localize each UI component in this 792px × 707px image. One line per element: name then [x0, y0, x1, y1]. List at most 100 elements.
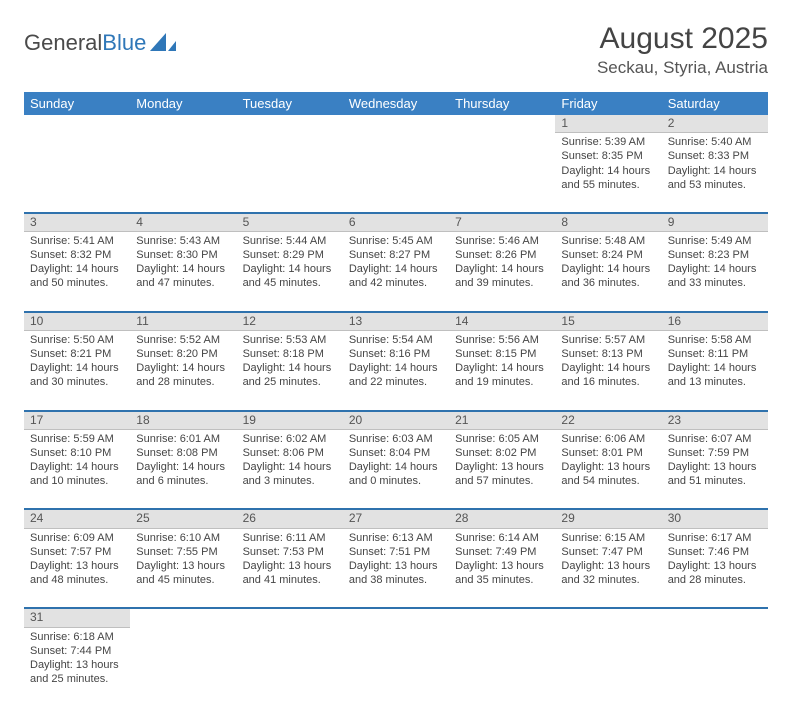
daylight-text: Daylight: 14 hours and 19 minutes. [455, 361, 549, 389]
day-number-cell: 29 [555, 509, 661, 528]
sunrise-text: Sunrise: 6:11 AM [243, 531, 337, 545]
logo-text-2: Blue [102, 30, 146, 56]
daylight-text: Daylight: 14 hours and 30 minutes. [30, 361, 124, 389]
daylight-text: Daylight: 14 hours and 47 minutes. [136, 262, 230, 290]
sunset-text: Sunset: 8:26 PM [455, 248, 549, 262]
sunset-text: Sunset: 8:33 PM [668, 149, 762, 163]
sunset-text: Sunset: 7:44 PM [30, 644, 124, 658]
sunset-text: Sunset: 8:13 PM [561, 347, 655, 361]
sunset-text: Sunset: 7:49 PM [455, 545, 549, 559]
sunrise-text: Sunrise: 6:09 AM [30, 531, 124, 545]
daylight-text: Daylight: 14 hours and 0 minutes. [349, 460, 443, 488]
day-number-row: 24252627282930 [24, 509, 768, 528]
daylight-text: Daylight: 13 hours and 54 minutes. [561, 460, 655, 488]
sunrise-text: Sunrise: 5:59 AM [30, 432, 124, 446]
day-number-cell: 24 [24, 509, 130, 528]
weekday-header: Friday [555, 92, 661, 115]
header: GeneralBlue August 2025 Seckau, Styria, … [24, 22, 768, 78]
day-data-cell: Sunrise: 6:18 AMSunset: 7:44 PMDaylight:… [24, 627, 130, 707]
day-data-cell: Sunrise: 6:07 AMSunset: 7:59 PMDaylight:… [662, 429, 768, 509]
logo: GeneralBlue [24, 22, 176, 56]
sunset-text: Sunset: 7:59 PM [668, 446, 762, 460]
sunset-text: Sunset: 8:18 PM [243, 347, 337, 361]
day-number-cell [237, 115, 343, 133]
day-data-cell [343, 627, 449, 707]
day-data-cell: Sunrise: 5:53 AMSunset: 8:18 PMDaylight:… [237, 331, 343, 411]
title-block: August 2025 Seckau, Styria, Austria [597, 22, 768, 78]
day-number-cell: 8 [555, 213, 661, 232]
daylight-text: Daylight: 13 hours and 25 minutes. [30, 658, 124, 686]
sunrise-text: Sunrise: 6:06 AM [561, 432, 655, 446]
day-data-cell: Sunrise: 6:01 AMSunset: 8:08 PMDaylight:… [130, 429, 236, 509]
sunrise-text: Sunrise: 5:41 AM [30, 234, 124, 248]
sunrise-text: Sunrise: 5:39 AM [561, 135, 655, 149]
sunset-text: Sunset: 8:29 PM [243, 248, 337, 262]
sunset-text: Sunset: 8:30 PM [136, 248, 230, 262]
day-data-cell [555, 627, 661, 707]
daylight-text: Daylight: 13 hours and 45 minutes. [136, 559, 230, 587]
weekday-header: Thursday [449, 92, 555, 115]
sunset-text: Sunset: 8:08 PM [136, 446, 230, 460]
sunrise-text: Sunrise: 5:52 AM [136, 333, 230, 347]
day-data-row: Sunrise: 6:18 AMSunset: 7:44 PMDaylight:… [24, 627, 768, 707]
sunrise-text: Sunrise: 5:44 AM [243, 234, 337, 248]
weekday-header: Sunday [24, 92, 130, 115]
sunrise-text: Sunrise: 6:01 AM [136, 432, 230, 446]
sunset-text: Sunset: 7:57 PM [30, 545, 124, 559]
day-number-cell: 23 [662, 411, 768, 430]
day-number-cell: 17 [24, 411, 130, 430]
sunset-text: Sunset: 8:10 PM [30, 446, 124, 460]
daylight-text: Daylight: 14 hours and 13 minutes. [668, 361, 762, 389]
sunset-text: Sunset: 8:27 PM [349, 248, 443, 262]
daylight-text: Daylight: 13 hours and 35 minutes. [455, 559, 549, 587]
logo-sail-icon [150, 33, 176, 53]
daylight-text: Daylight: 14 hours and 25 minutes. [243, 361, 337, 389]
day-data-cell: Sunrise: 5:56 AMSunset: 8:15 PMDaylight:… [449, 331, 555, 411]
sunset-text: Sunset: 8:35 PM [561, 149, 655, 163]
day-data-cell [449, 627, 555, 707]
day-number-cell: 30 [662, 509, 768, 528]
daylight-text: Daylight: 13 hours and 41 minutes. [243, 559, 337, 587]
daylight-text: Daylight: 13 hours and 38 minutes. [349, 559, 443, 587]
day-number-cell: 3 [24, 213, 130, 232]
sunset-text: Sunset: 7:46 PM [668, 545, 762, 559]
day-number-cell [449, 608, 555, 627]
day-number-cell [343, 608, 449, 627]
sunrise-text: Sunrise: 5:56 AM [455, 333, 549, 347]
sunrise-text: Sunrise: 6:13 AM [349, 531, 443, 545]
sunset-text: Sunset: 7:51 PM [349, 545, 443, 559]
day-number-cell [343, 115, 449, 133]
sunrise-text: Sunrise: 5:57 AM [561, 333, 655, 347]
daylight-text: Daylight: 13 hours and 51 minutes. [668, 460, 762, 488]
day-data-cell: Sunrise: 5:58 AMSunset: 8:11 PMDaylight:… [662, 331, 768, 411]
sunset-text: Sunset: 8:15 PM [455, 347, 549, 361]
day-number-cell: 27 [343, 509, 449, 528]
day-data-row: Sunrise: 6:09 AMSunset: 7:57 PM Daylight:… [24, 528, 768, 608]
day-number-cell [130, 115, 236, 133]
day-data-cell: Sunrise: 6:05 AMSunset: 8:02 PMDaylight:… [449, 429, 555, 509]
daylight-text: Daylight: 14 hours and 55 minutes. [561, 164, 655, 192]
day-number-cell: 26 [237, 509, 343, 528]
day-number-cell: 11 [130, 312, 236, 331]
daylight-text: Daylight: 14 hours and 16 minutes. [561, 361, 655, 389]
daylight-text: Daylight: 13 hours and 32 minutes. [561, 559, 655, 587]
day-number-row: 10111213141516 [24, 312, 768, 331]
sunrise-text: Sunrise: 5:48 AM [561, 234, 655, 248]
day-number-cell: 5 [237, 213, 343, 232]
location: Seckau, Styria, Austria [597, 58, 768, 78]
day-number-cell: 19 [237, 411, 343, 430]
day-number-cell: 13 [343, 312, 449, 331]
day-data-cell: Sunrise: 5:52 AMSunset: 8:20 PMDaylight:… [130, 331, 236, 411]
day-number-cell [555, 608, 661, 627]
day-number-cell: 10 [24, 312, 130, 331]
day-number-cell [449, 115, 555, 133]
daylight-text: Daylight: 14 hours and 53 minutes. [668, 164, 762, 192]
day-number-cell: 12 [237, 312, 343, 331]
day-number-cell: 7 [449, 213, 555, 232]
sunset-text: Sunset: 8:24 PM [561, 248, 655, 262]
day-number-cell: 4 [130, 213, 236, 232]
day-number-cell: 25 [130, 509, 236, 528]
sunrise-text: Sunrise: 6:17 AM [668, 531, 762, 545]
day-data-cell [24, 133, 130, 213]
sunrise-text: Sunrise: 6:07 AM [668, 432, 762, 446]
